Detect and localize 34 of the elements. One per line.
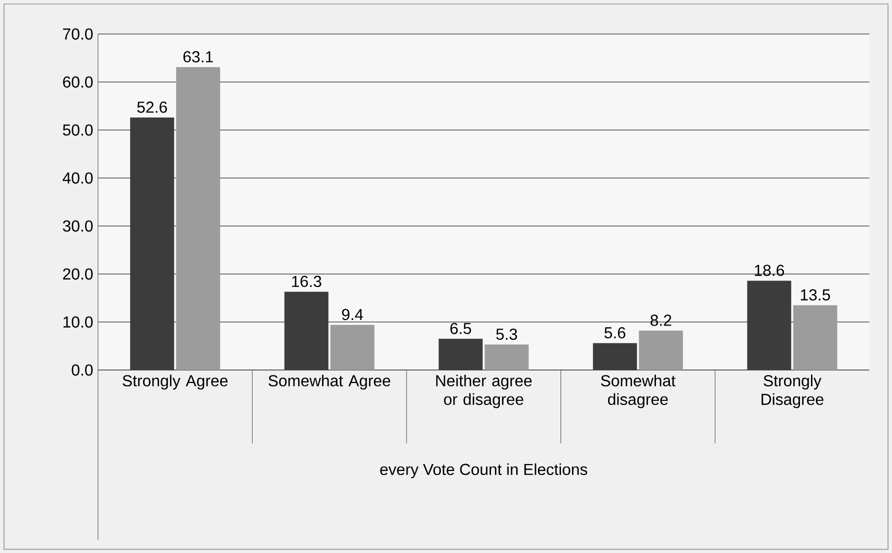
data-label: 16.3 (292, 276, 322, 287)
x-tick-label: Strongly Disagree (762, 374, 824, 408)
y-tick-label: 70.0 (63, 28, 93, 40)
y-tick-label: 20.0 (63, 268, 93, 280)
bar (284, 292, 328, 370)
y-tick-label: 40.0 (62, 172, 93, 184)
x-tick-label: Neither agree or disagree (436, 374, 532, 408)
y-tick-label: 60.0 (63, 76, 93, 88)
data-label: 18.6 (754, 264, 784, 276)
data-label: 9.4 (342, 308, 364, 320)
data-label: 8.2 (650, 314, 672, 326)
y-tick-label: 0.0 (72, 364, 93, 376)
bar (438, 338, 483, 370)
y-tick-label: 10.0 (63, 316, 93, 328)
data-label: 5.6 (604, 326, 626, 338)
bar (638, 330, 683, 370)
x-tick-label: Somewhat Agree (268, 374, 390, 390)
data-label: 52.6 (137, 101, 167, 113)
y-tick-label: 30.0 (62, 220, 93, 232)
data-label: 5.3 (496, 328, 518, 340)
y-tick-label: 50.0 (62, 124, 93, 136)
bar (484, 344, 529, 370)
bar (592, 342, 637, 370)
bar (130, 117, 174, 370)
data-label: 63.1 (183, 50, 213, 62)
data-label: 6.5 (450, 322, 472, 334)
bar (330, 324, 374, 370)
bar (176, 66, 220, 370)
x-tick-label: Somewhat disagree (601, 374, 676, 408)
bar (747, 280, 792, 370)
bar (793, 305, 838, 370)
x-tick-label: Strongly Agree (122, 374, 228, 390)
x-axis-title: every Vote Count in Elections (380, 463, 588, 478)
data-label: 13.5 (800, 289, 830, 300)
